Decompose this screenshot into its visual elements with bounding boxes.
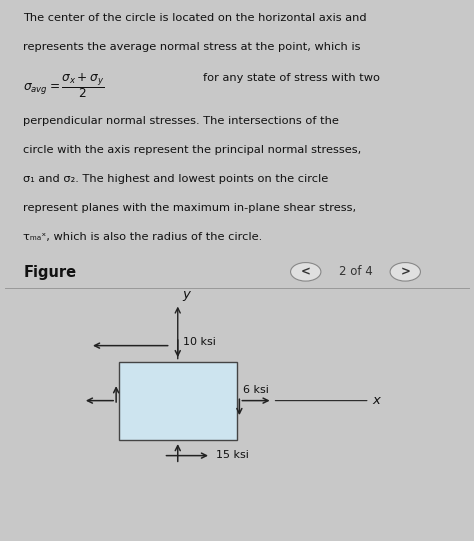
Text: The center of the circle is located on the horizontal axis and: The center of the circle is located on t…	[23, 13, 367, 23]
Text: Figure: Figure	[24, 265, 77, 280]
Bar	[118, 361, 237, 440]
Text: x: x	[372, 394, 380, 407]
Text: represents the average normal stress at the point, which is: represents the average normal stress at …	[23, 42, 361, 52]
Text: represent planes with the maximum in-plane shear stress,: represent planes with the maximum in-pla…	[23, 203, 356, 213]
Text: $\sigma_{avg} = \dfrac{\sigma_x+\sigma_y}{2}$: $\sigma_{avg} = \dfrac{\sigma_x+\sigma_y…	[23, 71, 105, 100]
Text: σ₁ and σ₂. The highest and lowest points on the circle: σ₁ and σ₂. The highest and lowest points…	[23, 174, 328, 184]
Circle shape	[390, 262, 420, 281]
Text: 10 ksi: 10 ksi	[183, 337, 216, 347]
Text: <: <	[301, 265, 310, 278]
Text: 6 ksi: 6 ksi	[243, 385, 269, 395]
Text: >: >	[401, 265, 410, 278]
Text: for any state of stress with two: for any state of stress with two	[202, 74, 380, 83]
Text: circle with the axis represent the principal normal stresses,: circle with the axis represent the princ…	[23, 145, 362, 155]
Text: 2 of 4: 2 of 4	[338, 265, 373, 278]
Text: perpendicular normal stresses. The intersections of the: perpendicular normal stresses. The inter…	[23, 116, 339, 126]
Text: 15 ksi: 15 ksi	[216, 450, 248, 460]
Text: τₘₐˣ, which is also the radius of the circle.: τₘₐˣ, which is also the radius of the ci…	[23, 232, 263, 242]
Text: y: y	[182, 288, 191, 301]
Circle shape	[291, 262, 321, 281]
